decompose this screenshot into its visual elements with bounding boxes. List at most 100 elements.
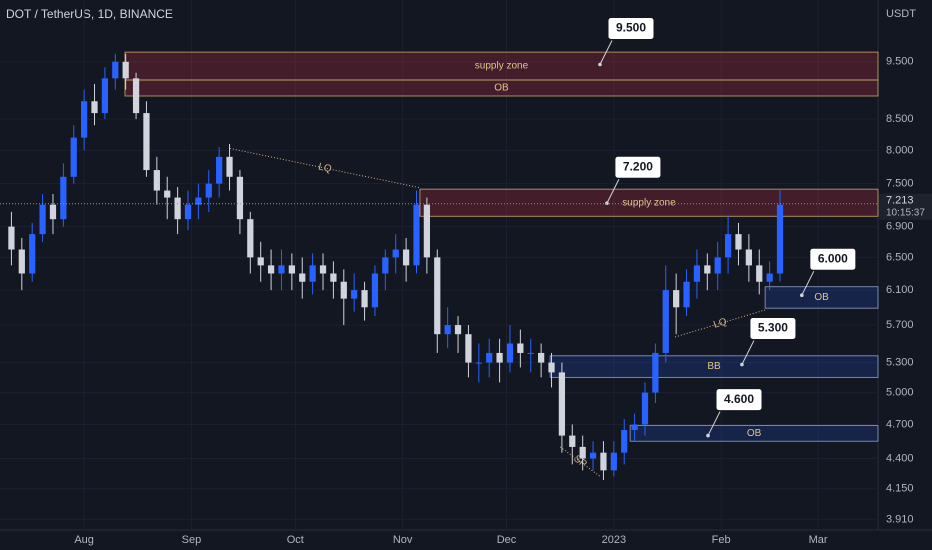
x-tick-label: Nov (393, 534, 413, 546)
zone-label: BB (707, 361, 721, 372)
candle-body (319, 265, 327, 274)
zone (629, 425, 879, 442)
zone-label: OB (494, 83, 509, 94)
candle-body (81, 101, 88, 138)
last-price-box (879, 193, 932, 220)
callout-box (749, 317, 797, 341)
candle-body (558, 372, 566, 436)
callout-box (607, 17, 655, 41)
callout-box (614, 155, 662, 179)
x-tick-label: Sep (182, 534, 202, 546)
x-tick-label: 2023 (602, 534, 626, 546)
candle-body (39, 204, 46, 235)
candle-body (153, 170, 160, 191)
last-price-label: 7.213 (886, 195, 914, 207)
candle-body (340, 281, 347, 299)
countdown-label: 10:15:37 (886, 207, 925, 218)
candle-body (423, 204, 430, 258)
y-tick-label: 4.150 (886, 483, 914, 495)
candle-body (454, 325, 462, 335)
candle-body (704, 265, 711, 274)
callout-label: 6.000 (818, 251, 848, 265)
zone-label: OB (747, 428, 762, 439)
y-tick-label: 6.500 (886, 251, 914, 263)
callout-label: 9.500 (616, 21, 646, 35)
candle-body (143, 113, 150, 171)
candle-body (216, 156, 223, 184)
candle-body (267, 265, 275, 274)
candle-body (506, 343, 514, 363)
candle-body (538, 352, 545, 363)
candle-body (766, 273, 773, 282)
liquidity-line (559, 446, 601, 477)
liquidity-line (674, 309, 766, 338)
candle-body (693, 265, 701, 282)
candle-body (517, 343, 524, 353)
candle-body (434, 257, 441, 335)
zone (419, 188, 879, 217)
candle-body (174, 197, 181, 220)
candle-body (101, 78, 109, 114)
callout-pointer (599, 40, 613, 65)
candle-body (195, 197, 202, 205)
y-tick-label: 3.910 (886, 513, 914, 525)
candle-body (496, 352, 503, 363)
candle-body (776, 204, 784, 274)
candle-body (756, 265, 763, 282)
callout-box (809, 247, 857, 271)
y-tick-label: 6.100 (886, 284, 914, 296)
candle-body (475, 362, 482, 364)
callout-pointer (707, 411, 721, 436)
candle-body (413, 204, 420, 266)
candle-body (361, 290, 368, 308)
candle-body (236, 176, 244, 220)
x-tick-label: Aug (74, 534, 94, 546)
candle-body (122, 61, 129, 79)
candle-body (278, 265, 285, 274)
candle-body (371, 273, 379, 308)
y-tick-label: 5.700 (886, 319, 914, 331)
chart-title: DOT / TetherUS, 1D, BINANCE (6, 7, 173, 21)
candle-body (548, 362, 555, 373)
candle-body (465, 334, 472, 363)
y-tick-label: 5.000 (886, 387, 914, 399)
candle-body (610, 452, 617, 471)
y-tick-label: 8.500 (886, 113, 914, 125)
candle-body (70, 137, 77, 177)
callout-dot (706, 433, 710, 438)
candle-body (309, 265, 316, 282)
candle-body (621, 430, 628, 453)
x-tick-label: Dec (497, 534, 517, 546)
candle-body (444, 325, 451, 335)
callout-label: 5.300 (758, 321, 788, 335)
candle-body (724, 234, 732, 258)
candle-body (351, 290, 358, 299)
candle-body (735, 234, 742, 250)
currency-label: USDT (886, 8, 916, 20)
line-label: LQ (712, 316, 728, 330)
candle-body (579, 446, 586, 459)
candle-body (673, 290, 680, 308)
callout-dot (740, 362, 744, 367)
callout-label: 4.600 (724, 392, 754, 406)
x-tick-label: Oct (287, 534, 304, 546)
candle-body (641, 392, 649, 425)
callout-label: 7.200 (623, 159, 653, 173)
callout-pointer (606, 179, 620, 204)
candle-body (49, 204, 57, 220)
callout-dot (598, 62, 602, 67)
candle-body (247, 219, 254, 258)
candle-body (112, 61, 119, 79)
y-tick-label: 6.900 (886, 221, 914, 233)
candle-body (683, 281, 690, 308)
candle-body (288, 265, 295, 274)
candle-body (714, 257, 721, 274)
candle-body (662, 290, 669, 353)
candle-body (205, 183, 212, 198)
candle-body (184, 204, 192, 220)
line-label: LQ (317, 161, 333, 175)
zone (764, 286, 879, 309)
candle-body (569, 435, 576, 447)
y-tick-label: 9.500 (886, 56, 914, 68)
